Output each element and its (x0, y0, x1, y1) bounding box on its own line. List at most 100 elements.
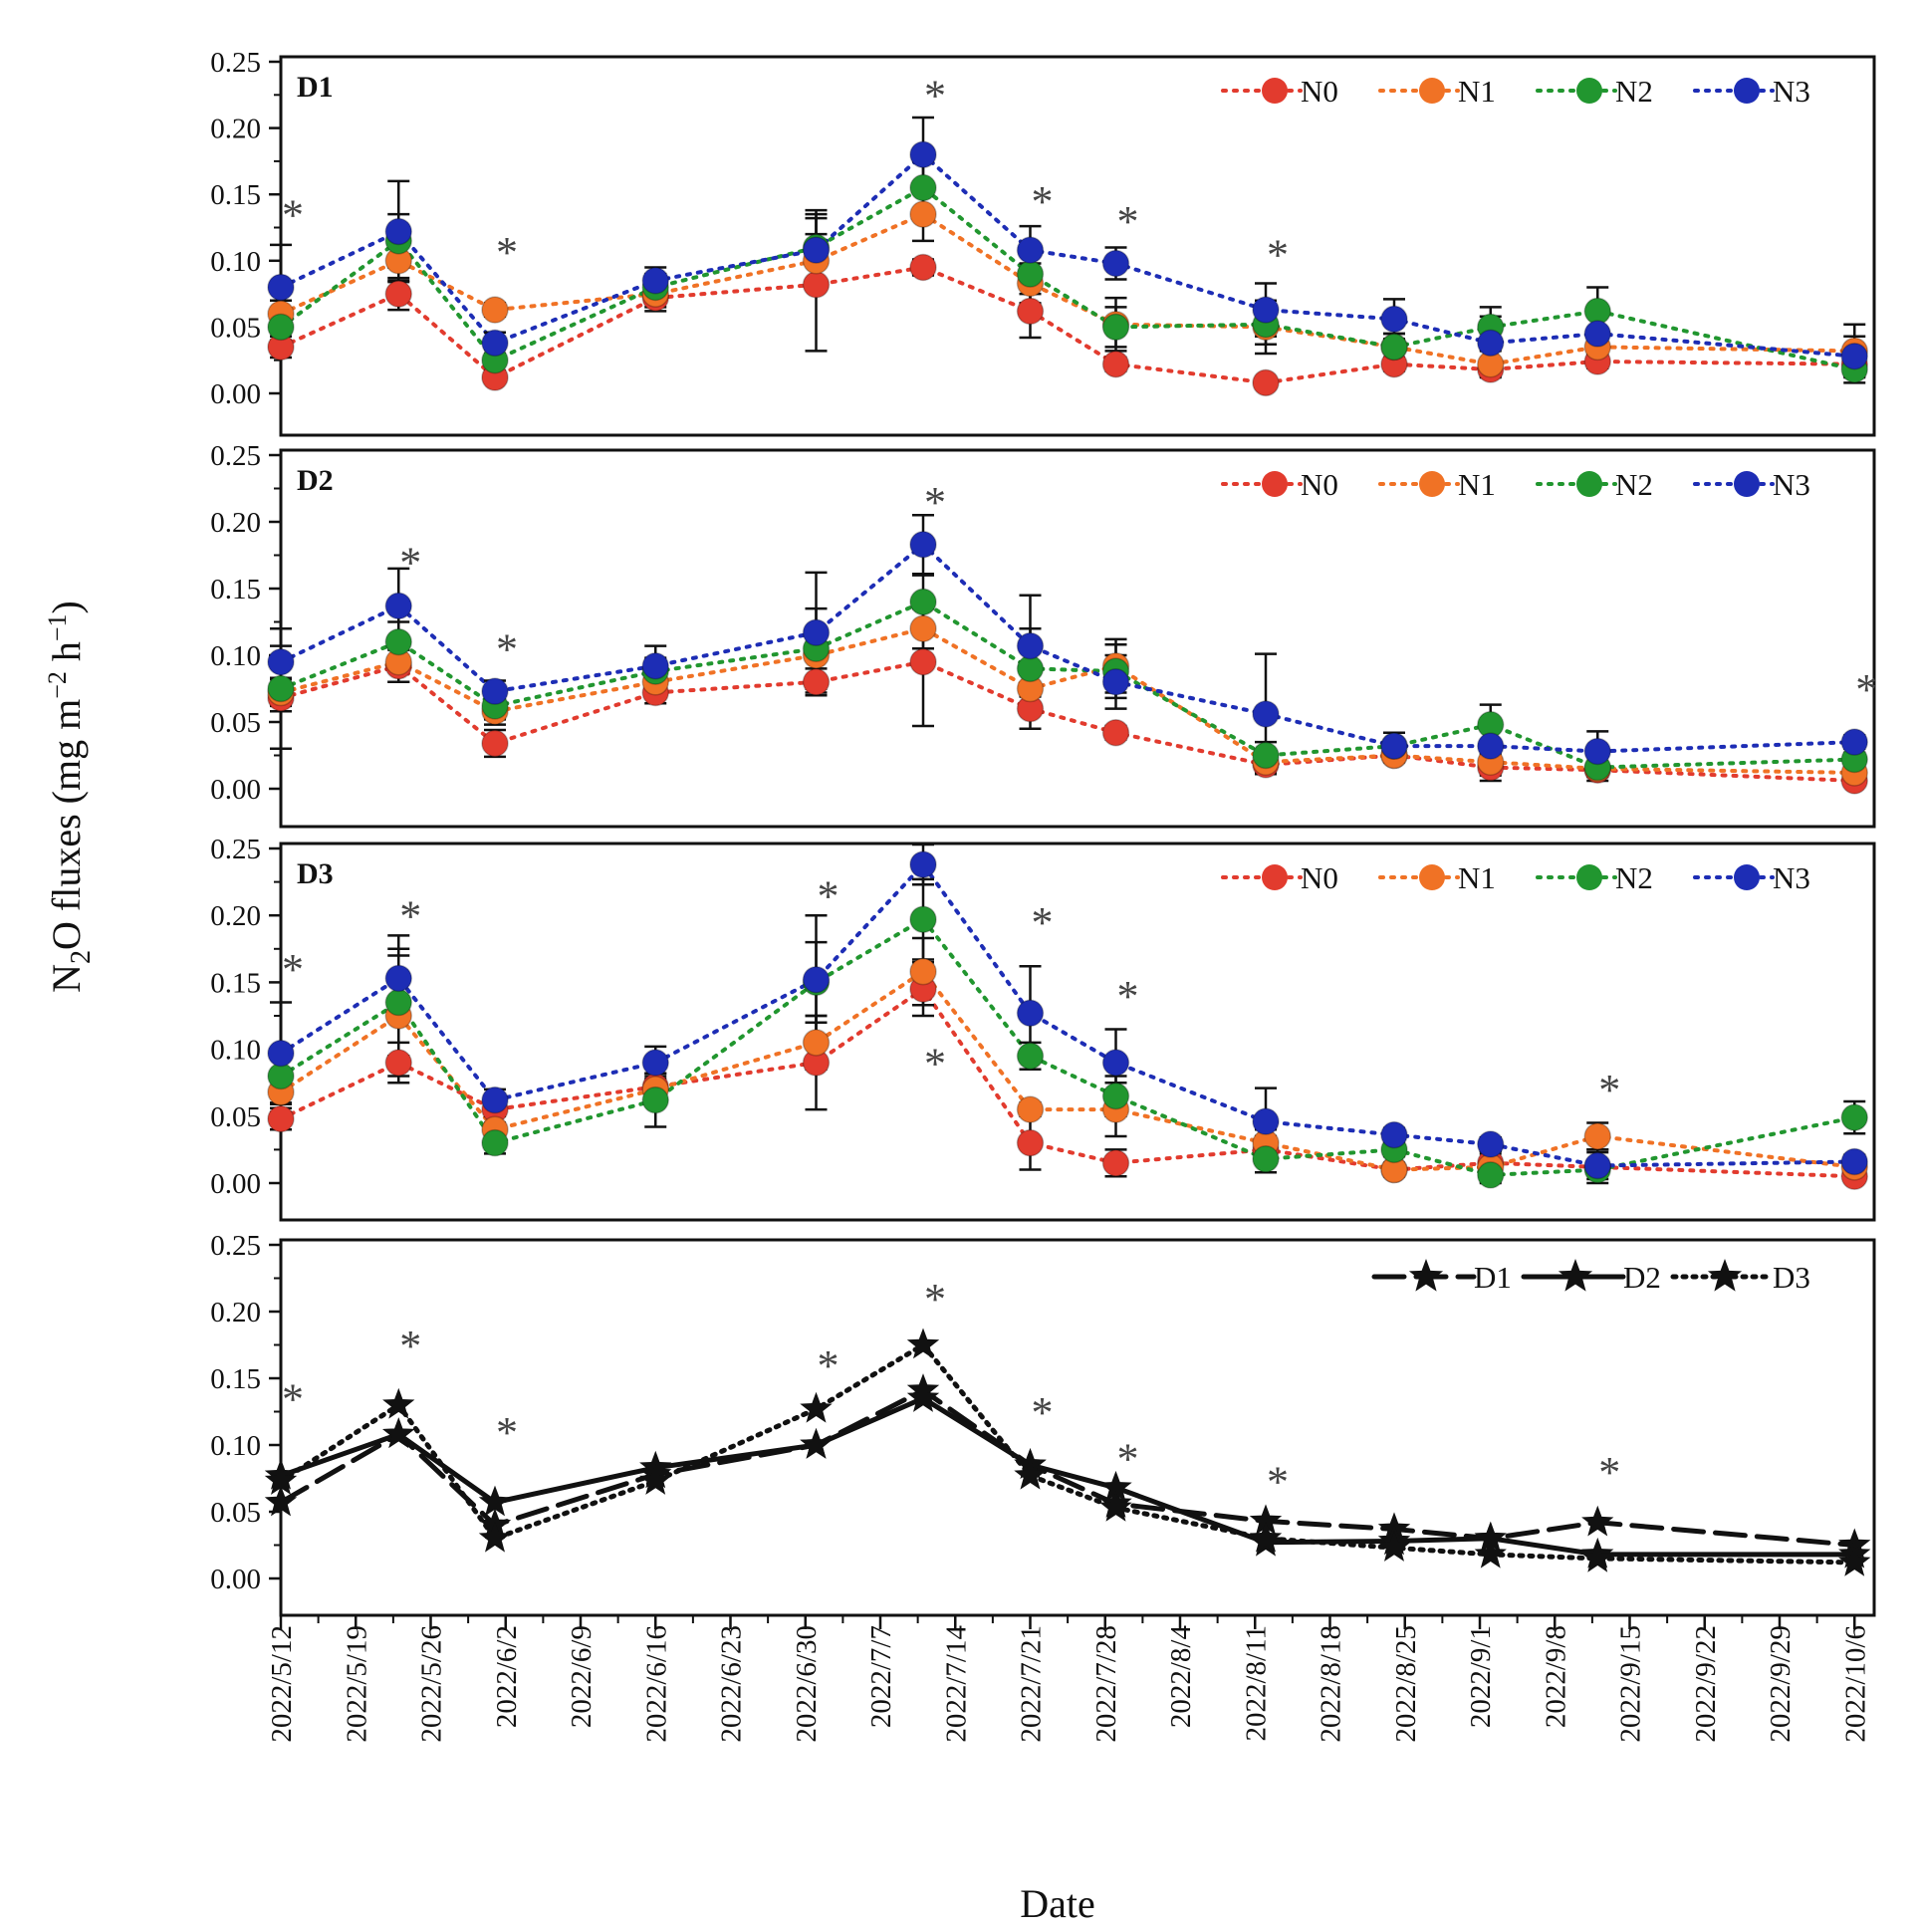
x-tick-label: 2022/10/6 (1839, 1625, 1871, 1743)
significance-asterisk: * (1032, 898, 1054, 947)
data-point-N2 (1101, 313, 1130, 342)
star-point-D2 (906, 1381, 940, 1412)
legend-label: N1 (1458, 860, 1496, 895)
data-point-N1 (909, 200, 937, 228)
data-point-N1 (802, 1029, 831, 1057)
data-point-N3 (802, 618, 831, 646)
data-point-N0 (384, 280, 412, 308)
panel-label: D3 (297, 857, 334, 890)
y-tick-label: 0.10 (210, 1430, 261, 1462)
legend-marker (1419, 864, 1445, 890)
legend-entry-N3: N3 (1693, 860, 1810, 895)
y-tick-label: 0.10 (210, 246, 261, 278)
x-tick-label: 2022/5/26 (416, 1625, 448, 1743)
data-point-N0 (802, 271, 831, 299)
y-tick-label: 0.20 (210, 507, 261, 539)
data-point-N3 (1583, 320, 1611, 348)
star-point-D3 (1099, 1491, 1132, 1522)
panel-frame (279, 1238, 1876, 1617)
y-tick-label: 0.15 (210, 179, 261, 211)
data-point-N0 (1101, 350, 1130, 378)
legend-label: N2 (1615, 74, 1653, 109)
legend-marker (1576, 471, 1602, 497)
data-point-N3 (1583, 1151, 1611, 1180)
legend-marker (1262, 471, 1288, 497)
panel-label: D2 (297, 464, 334, 497)
star-point-D3 (639, 1464, 672, 1495)
y-tick-label: 0.10 (210, 1035, 261, 1067)
data-point-N3 (1016, 999, 1045, 1028)
data-point-N3 (1252, 296, 1280, 324)
significance-asterisk: * (1855, 665, 1877, 714)
data-point-N3 (1252, 1107, 1280, 1135)
data-point-N0 (1101, 718, 1130, 747)
x-tick-label: 2022/7/7 (865, 1625, 897, 1728)
y-tick-label: 0.00 (210, 774, 261, 806)
significance-asterisk: * (282, 945, 304, 994)
data-point-N3 (1477, 1130, 1505, 1158)
star-point-D3 (1014, 1458, 1047, 1490)
data-point-N0 (1252, 368, 1280, 397)
data-point-N3 (1380, 1120, 1408, 1149)
legend-marker (1262, 78, 1288, 104)
data-point-N2 (267, 313, 295, 342)
data-point-N3 (802, 236, 831, 264)
significance-asterisk: * (1267, 1457, 1289, 1506)
data-point-N3 (1477, 732, 1505, 760)
significance-asterisk: * (496, 228, 518, 277)
legend-label: N3 (1773, 74, 1810, 109)
legend-label: D1 (1474, 1260, 1512, 1295)
legend-label: N3 (1773, 467, 1810, 502)
legend-entry-N0: N0 (1221, 860, 1338, 895)
star-point-D3 (906, 1328, 940, 1359)
data-point-N3 (481, 1086, 509, 1114)
ylabel-h: h (44, 641, 89, 671)
significance-asterisk: * (924, 72, 946, 121)
data-point-N2 (909, 588, 937, 616)
data-point-N3 (1380, 732, 1408, 760)
data-point-N0 (1101, 1149, 1130, 1177)
data-point-N3 (909, 850, 937, 878)
y-tick-label: 0.25 (210, 47, 261, 79)
star-point-D2 (1474, 1521, 1507, 1553)
significance-asterisk: * (1032, 1388, 1054, 1437)
y-tick-label: 0.15 (210, 1363, 261, 1395)
data-point-N0 (481, 729, 509, 758)
data-point-N2 (1252, 1145, 1280, 1173)
legend-marker (1558, 1259, 1593, 1292)
data-point-N2 (1840, 1103, 1868, 1131)
legend-marker (1419, 78, 1445, 104)
ylabel-sup-neg1: −1 (43, 613, 72, 641)
data-point-N3 (1016, 236, 1045, 264)
star-point-D3 (1581, 1541, 1614, 1572)
data-point-N1 (909, 614, 937, 642)
data-point-N3 (1840, 342, 1868, 370)
data-point-N3 (1477, 329, 1505, 358)
x-tick-label: 2022/8/4 (1165, 1625, 1197, 1729)
data-point-N3 (641, 651, 669, 680)
star-point-D3 (1838, 1545, 1871, 1576)
panel-D3: 0.00 0.05 0.10 0.15 0.20 0.25 D3 N0 N1 N2 N3 * * * * * *… (210, 834, 1876, 1222)
significance-asterisk: * (924, 1039, 946, 1087)
data-point-N3 (267, 647, 295, 676)
legend-label: N1 (1458, 74, 1496, 109)
panel-D1: 0.00 0.05 0.10 0.15 0.20 0.25 D1 N0 N1 N2 N3 * * * * * * (210, 47, 1876, 437)
star-point-D3 (478, 1521, 512, 1553)
data-point-N3 (1101, 1049, 1130, 1077)
legend-label: N3 (1773, 860, 1810, 895)
panel-label: D1 (297, 71, 334, 104)
significance-asterisk: * (496, 625, 518, 674)
y-tick-label: 0.05 (210, 1101, 261, 1133)
data-point-N3 (1252, 700, 1280, 728)
significance-asterisk: * (1117, 197, 1139, 246)
legend-label: N2 (1615, 860, 1653, 895)
data-point-N3 (481, 329, 509, 358)
significance-asterisk: * (818, 871, 840, 920)
significance-asterisk: * (1117, 972, 1139, 1021)
star-point-D1 (1581, 1505, 1614, 1537)
data-point-N0 (909, 647, 937, 676)
data-point-N2 (1252, 741, 1280, 770)
panel-D2: 0.00 0.05 0.10 0.15 0.20 0.25 D2 N0 N1 N2 N3 * * * * (210, 440, 1877, 829)
legend-marker (1707, 1259, 1743, 1292)
